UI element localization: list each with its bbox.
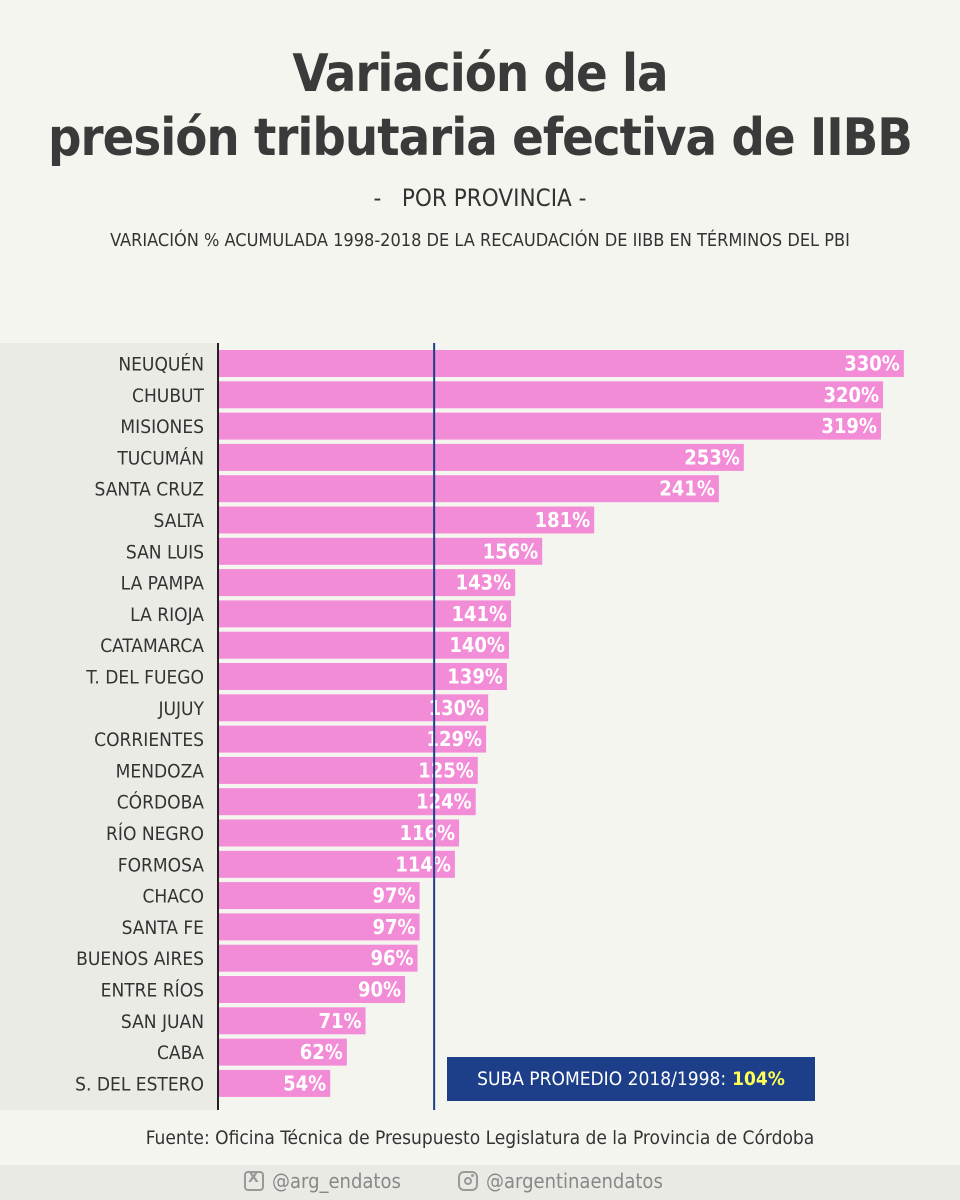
category-label: JUJUY	[157, 698, 204, 720]
bar	[218, 412, 881, 440]
category-label: BUENOS AIRES	[76, 948, 204, 970]
category-label-panel	[0, 343, 217, 1110]
category-label: SALTA	[154, 510, 205, 532]
bar	[218, 882, 420, 910]
bar	[218, 1038, 347, 1066]
bar	[218, 944, 418, 972]
bar-value-label: 97%	[373, 884, 416, 908]
bar-value-label: 156%	[483, 539, 539, 563]
bar-value-label: 116%	[399, 821, 455, 845]
bar-value-label: 114%	[395, 852, 451, 876]
category-label: CÓRDOBA	[117, 790, 205, 814]
bar	[218, 506, 595, 534]
bar	[218, 850, 455, 878]
category-label: SAN JUAN	[121, 1011, 204, 1033]
category-label: SANTA CRUZ	[95, 479, 204, 501]
bar-value-label: 330%	[844, 352, 900, 376]
category-label: SAN LUIS	[126, 541, 204, 563]
average-box: SUBA PROMEDIO 2018/1998: 104%	[447, 1057, 815, 1101]
category-label: LA RIOJA	[130, 604, 204, 626]
bar	[218, 381, 884, 409]
bar-value-label: 90%	[358, 978, 401, 1002]
category-label: FORMOSA	[118, 854, 205, 876]
category-label: RÍO NEGRO	[106, 822, 204, 845]
instagram-handle: @argentinaendatos	[486, 1169, 663, 1193]
bar-value-label: 129%	[427, 727, 483, 751]
x-handle: @arg_endatos	[272, 1169, 401, 1193]
bar-value-label: 141%	[451, 602, 507, 626]
category-label: LA PAMPA	[121, 573, 205, 595]
bar-value-label: 54%	[283, 1071, 326, 1095]
chart-title: Variación de la presión tributaria efect…	[0, 42, 960, 170]
bar-value-label: 241%	[659, 477, 715, 501]
bar	[218, 443, 744, 471]
bar	[218, 569, 516, 597]
bar-value-label: 125%	[418, 758, 474, 782]
average-value: 104%	[732, 1068, 785, 1090]
category-label: CORRIENTES	[94, 729, 204, 751]
bar-value-label: 143%	[456, 571, 512, 595]
category-label: SANTA FE	[122, 917, 204, 939]
average-label: SUBA PROMEDIO 2018/1998:	[477, 1068, 727, 1090]
category-label: TUCUMÁN	[116, 446, 204, 469]
category-label: CHACO	[142, 886, 204, 908]
category-label: CABA	[157, 1042, 204, 1064]
source-note: Fuente: Oficina Técnica de Presupuesto L…	[145, 1127, 815, 1149]
category-label: T. DEL FUEGO	[85, 667, 204, 689]
bar	[218, 1007, 366, 1035]
instagram-handle-link[interactable]: @argentinaendatos	[458, 1169, 663, 1193]
bar	[218, 350, 904, 377]
bar	[218, 819, 460, 847]
x-logo-icon	[244, 1170, 264, 1191]
chart-subtitle: - POR PROVINCIA -	[373, 184, 587, 212]
bar-value-label: 96%	[370, 946, 413, 970]
chart-description: VARIACIÓN % ACUMULADA 1998-2018 DE LA RE…	[110, 230, 850, 251]
bar	[218, 631, 509, 659]
bar-value-label: 130%	[429, 696, 485, 720]
bar-value-label: 124%	[416, 790, 472, 814]
bar-value-label: 320%	[823, 383, 879, 407]
category-label: CATAMARCA	[100, 635, 204, 657]
bar	[218, 913, 420, 941]
bar-value-label: 181%	[535, 508, 591, 532]
x-handle-link[interactable]: @arg_endatos	[244, 1169, 401, 1193]
category-label: S. DEL ESTERO	[75, 1073, 204, 1095]
category-label: MISIONES	[120, 416, 204, 438]
chart-title-line-2: presión tributaria efectiva de IIBB	[48, 108, 913, 168]
bar-chart: 330% NEUQUÉN 320% CHUBUT 319% MISIONES 253% TUC…	[75, 343, 904, 1110]
bar-value-label: 140%	[449, 633, 505, 657]
category-label: MENDOZA	[116, 760, 205, 782]
bar	[218, 788, 476, 816]
instagram-icon	[458, 1171, 478, 1191]
bar-value-label: 253%	[684, 445, 740, 469]
social-footer: @arg_endatos @argentinaendatos	[0, 1165, 960, 1200]
bar	[218, 475, 719, 503]
bar	[218, 600, 512, 628]
bar	[218, 537, 543, 565]
category-label: ENTRE RÍOS	[101, 979, 204, 1002]
chart-title-line-1: Variación de la	[292, 44, 668, 104]
category-label: NEUQUÉN	[118, 353, 204, 376]
bar-value-label: 97%	[373, 915, 416, 939]
bar	[218, 1069, 331, 1097]
bar-value-label: 62%	[300, 1040, 343, 1064]
bar	[218, 976, 406, 1003]
bar-value-label: 71%	[318, 1009, 361, 1033]
bar-value-label: 319%	[821, 414, 877, 438]
bar	[218, 663, 507, 690]
bar	[218, 694, 489, 722]
bar-value-label: 139%	[447, 665, 503, 689]
category-label: CHUBUT	[132, 385, 205, 407]
bar	[218, 725, 487, 753]
